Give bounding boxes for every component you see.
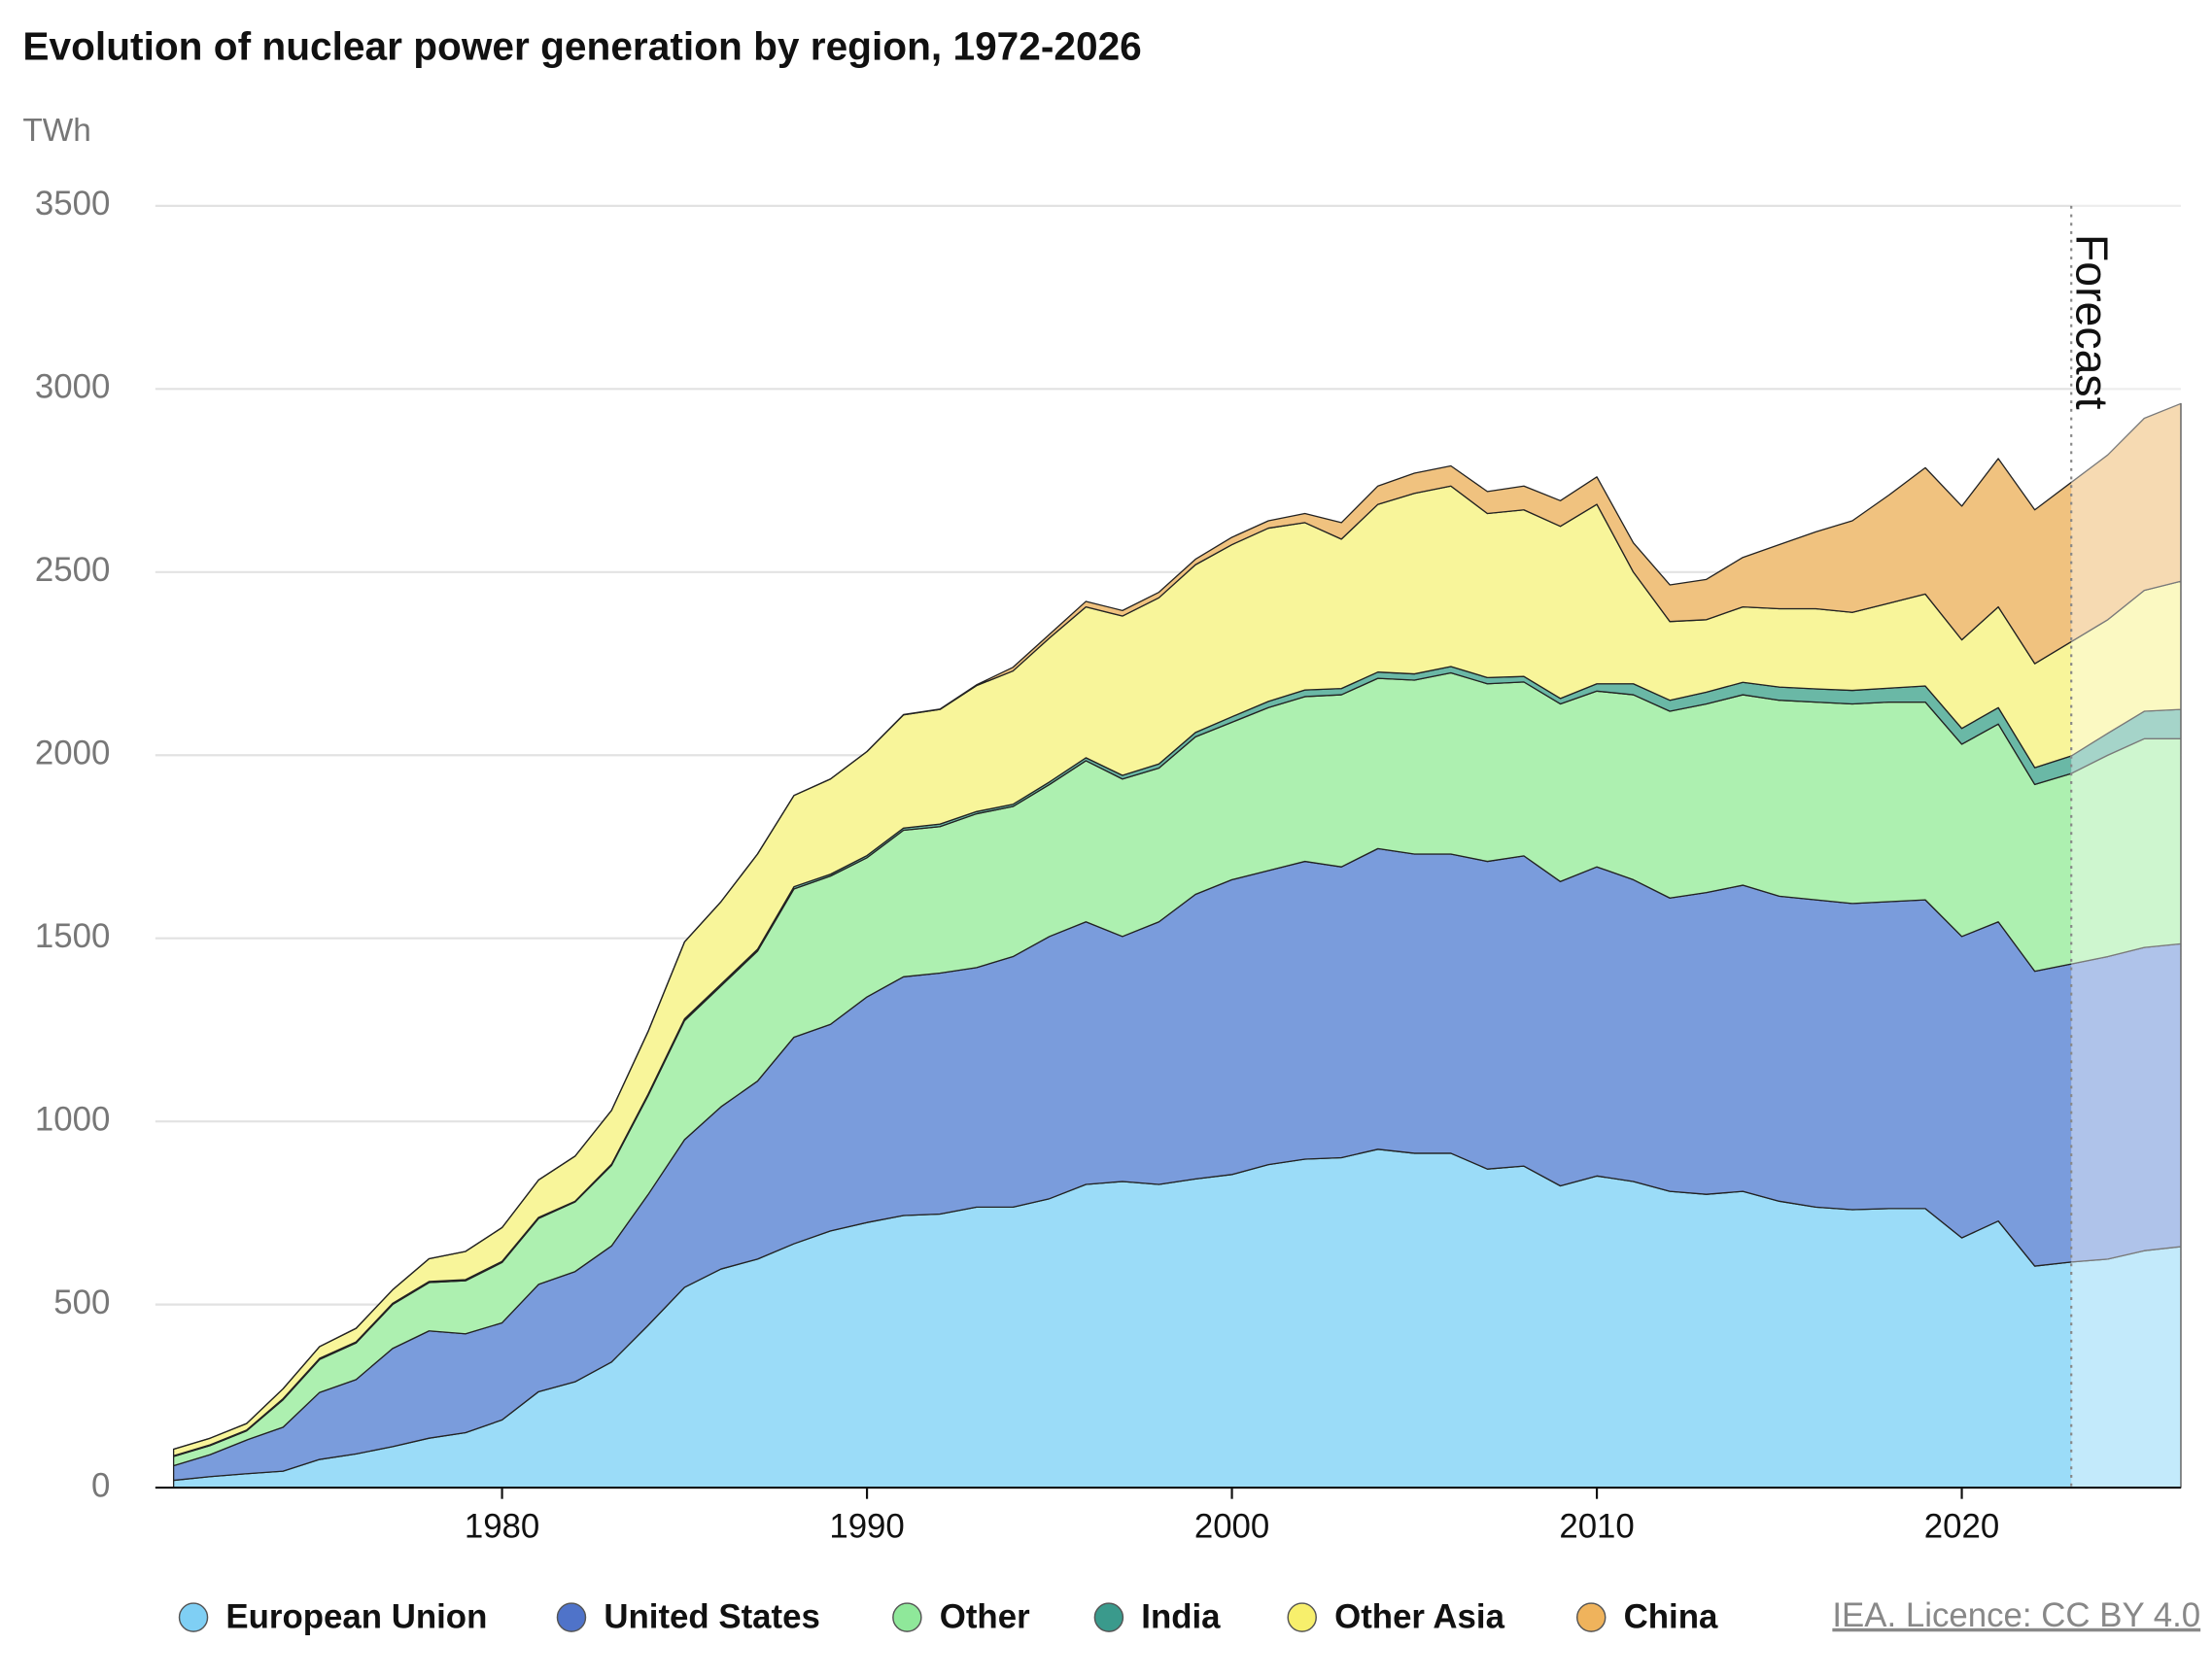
legend-label: Other Asia — [1334, 1597, 1504, 1635]
forecast-label: Forecast — [2066, 234, 2117, 410]
x-tick-label: 2000 — [1194, 1507, 1269, 1545]
forecast-shade — [2071, 191, 2181, 1489]
chart-title: Evolution of nuclear power generation by… — [22, 24, 1141, 69]
forecast-overlay: Forecast — [2066, 191, 2181, 1489]
x-tick-label: 2020 — [1924, 1507, 1999, 1545]
y-unit: TWh — [22, 113, 90, 149]
y-tick-label: 2500 — [35, 551, 110, 589]
area — [172, 402, 2182, 1451]
y-tick-label: 1500 — [35, 917, 110, 955]
legend-marker — [1287, 1602, 1317, 1632]
axes: 1980 1990 2000 2010 2020 — [155, 1486, 2181, 1545]
legend: European Union United States Other India Oth… — [178, 1597, 1718, 1635]
legend-label: European Union — [225, 1597, 487, 1635]
y-tick-label: 1000 — [35, 1100, 110, 1138]
y-tick-label: 3500 — [35, 185, 110, 223]
y-tick-label: 500 — [53, 1284, 110, 1321]
legend-marker — [178, 1602, 209, 1632]
y-tick-label: 2000 — [35, 734, 110, 771]
legend-marker — [892, 1602, 922, 1632]
legend-label: India — [1141, 1597, 1221, 1635]
legend-label: Other — [940, 1597, 1030, 1635]
areas — [172, 402, 2182, 1489]
legend-marker — [1093, 1602, 1124, 1632]
legend-label: China — [1624, 1597, 1718, 1635]
source-link[interactable]: IEA. Licence: CC BY 4.0 — [1832, 1596, 2200, 1634]
legend-label: United States — [604, 1597, 820, 1635]
legend-marker — [1575, 1602, 1607, 1632]
x-tick-label: 2010 — [1559, 1507, 1634, 1545]
x-tick-label: 1990 — [829, 1507, 904, 1545]
x-tick-label: 1980 — [465, 1507, 539, 1545]
y-tick-label: 0 — [91, 1466, 110, 1504]
legend-marker — [556, 1602, 587, 1632]
y-tick-label: 3000 — [35, 368, 110, 406]
